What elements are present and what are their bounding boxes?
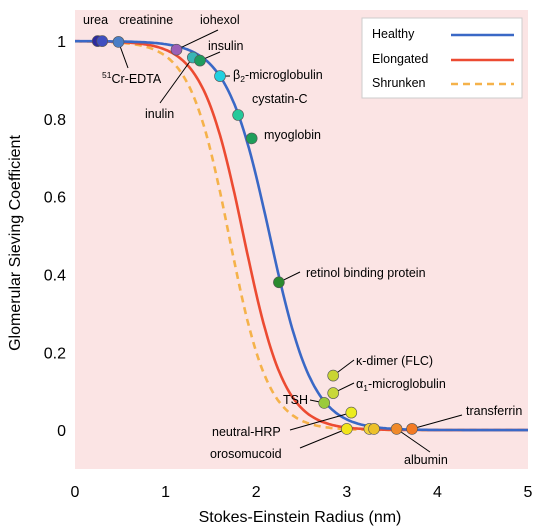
data-point <box>340 423 353 435</box>
label-transferrin: transferrin <box>466 404 522 418</box>
data-point <box>406 423 418 435</box>
y-tick-label: 0.6 <box>44 190 66 207</box>
y-tick-label: 0.8 <box>44 112 66 129</box>
data-point <box>214 70 226 82</box>
a1-suffix: -microglobulin <box>368 377 446 391</box>
label-cystatin-c: cystatin-C <box>252 92 308 106</box>
b2-subscript: 2 <box>240 74 245 84</box>
data-point <box>245 132 258 145</box>
label-albumin: albumin <box>404 453 448 467</box>
data-point <box>345 406 358 419</box>
cr-superscript: 51 <box>102 70 112 80</box>
legend-box <box>361 17 523 99</box>
label-orosomucoid: orosomucoid <box>210 447 282 461</box>
legend-label-shrunken: Shrunken <box>372 76 426 90</box>
label-51cr-edta: 51Cr-EDTA <box>102 70 162 86</box>
b2-text: β <box>233 68 240 82</box>
y-tick-label: 1 <box>57 34 66 51</box>
y-axis-label: Glomerular Sieving Coefficient <box>7 135 24 351</box>
x-tick-label: 5 <box>524 484 533 501</box>
data-point <box>327 369 340 382</box>
x-tick-label: 1 <box>161 484 170 501</box>
y-tick-label: 0.2 <box>44 345 66 362</box>
a1-subscript: 1 <box>363 383 368 393</box>
molecule-points <box>91 35 418 435</box>
label-inulin: inulin <box>145 107 174 121</box>
data-point <box>273 276 285 289</box>
leader-line <box>289 412 352 431</box>
y-tick-label: 0 <box>57 423 66 440</box>
label-insulin: insulin <box>208 39 243 53</box>
label-neutral-hrp: neutral-HRP <box>212 425 281 439</box>
label-retinol-binding-protein: retinol binding protein <box>306 266 426 280</box>
x-tick-label: 2 <box>252 484 261 501</box>
label-b2-microglobulin: β2-microglobulin <box>233 68 323 84</box>
y-tick-label: 0.4 <box>44 268 66 285</box>
data-point <box>232 109 244 121</box>
data-point <box>390 423 403 435</box>
label-iohexol: iohexol <box>200 13 240 27</box>
x-tick-label: 4 <box>433 484 442 501</box>
data-point <box>96 35 108 47</box>
b2-suffix: -microglobulin <box>245 68 323 82</box>
label-myoglobin: myoglobin <box>264 128 321 142</box>
leader-line <box>159 57 194 104</box>
x-tick-label: 0 <box>71 484 80 501</box>
label-creatinine: creatinine <box>119 13 173 27</box>
curve-healthy <box>75 39 528 432</box>
data-point <box>194 54 206 67</box>
curve-shrunken <box>75 40 528 432</box>
curves-group <box>75 39 528 432</box>
a1-text: α <box>356 377 363 391</box>
data-point <box>112 36 125 48</box>
legend-label-elongated: Elongated <box>372 52 428 66</box>
axis-ticks: 0 1 2 3 4 5 0 0.2 0.4 0.6 0.8 1 <box>44 34 533 501</box>
legend: Healthy Elongated Shrunken <box>361 17 523 99</box>
leader-line <box>176 29 219 51</box>
cr-edta-text: Cr-EDTA <box>111 72 161 86</box>
x-axis-label: Stokes-Einstein Radius (nm) <box>199 509 402 526</box>
x-tick-label: 3 <box>342 484 351 501</box>
label-urea: urea <box>83 13 108 27</box>
leader-line <box>299 428 347 449</box>
data-point <box>327 387 340 399</box>
leader-line <box>411 414 463 430</box>
data-point <box>170 43 183 56</box>
legend-label-healthy: Healthy <box>372 27 415 41</box>
leader-line <box>396 428 431 453</box>
label-kappa-dimer: κ-dimer (FLC) <box>356 354 433 368</box>
data-point <box>368 423 380 435</box>
data-point <box>318 397 331 409</box>
label-tsh: TSH <box>283 393 308 407</box>
label-a1-microglobulin: α1-microglobulin <box>356 377 446 393</box>
